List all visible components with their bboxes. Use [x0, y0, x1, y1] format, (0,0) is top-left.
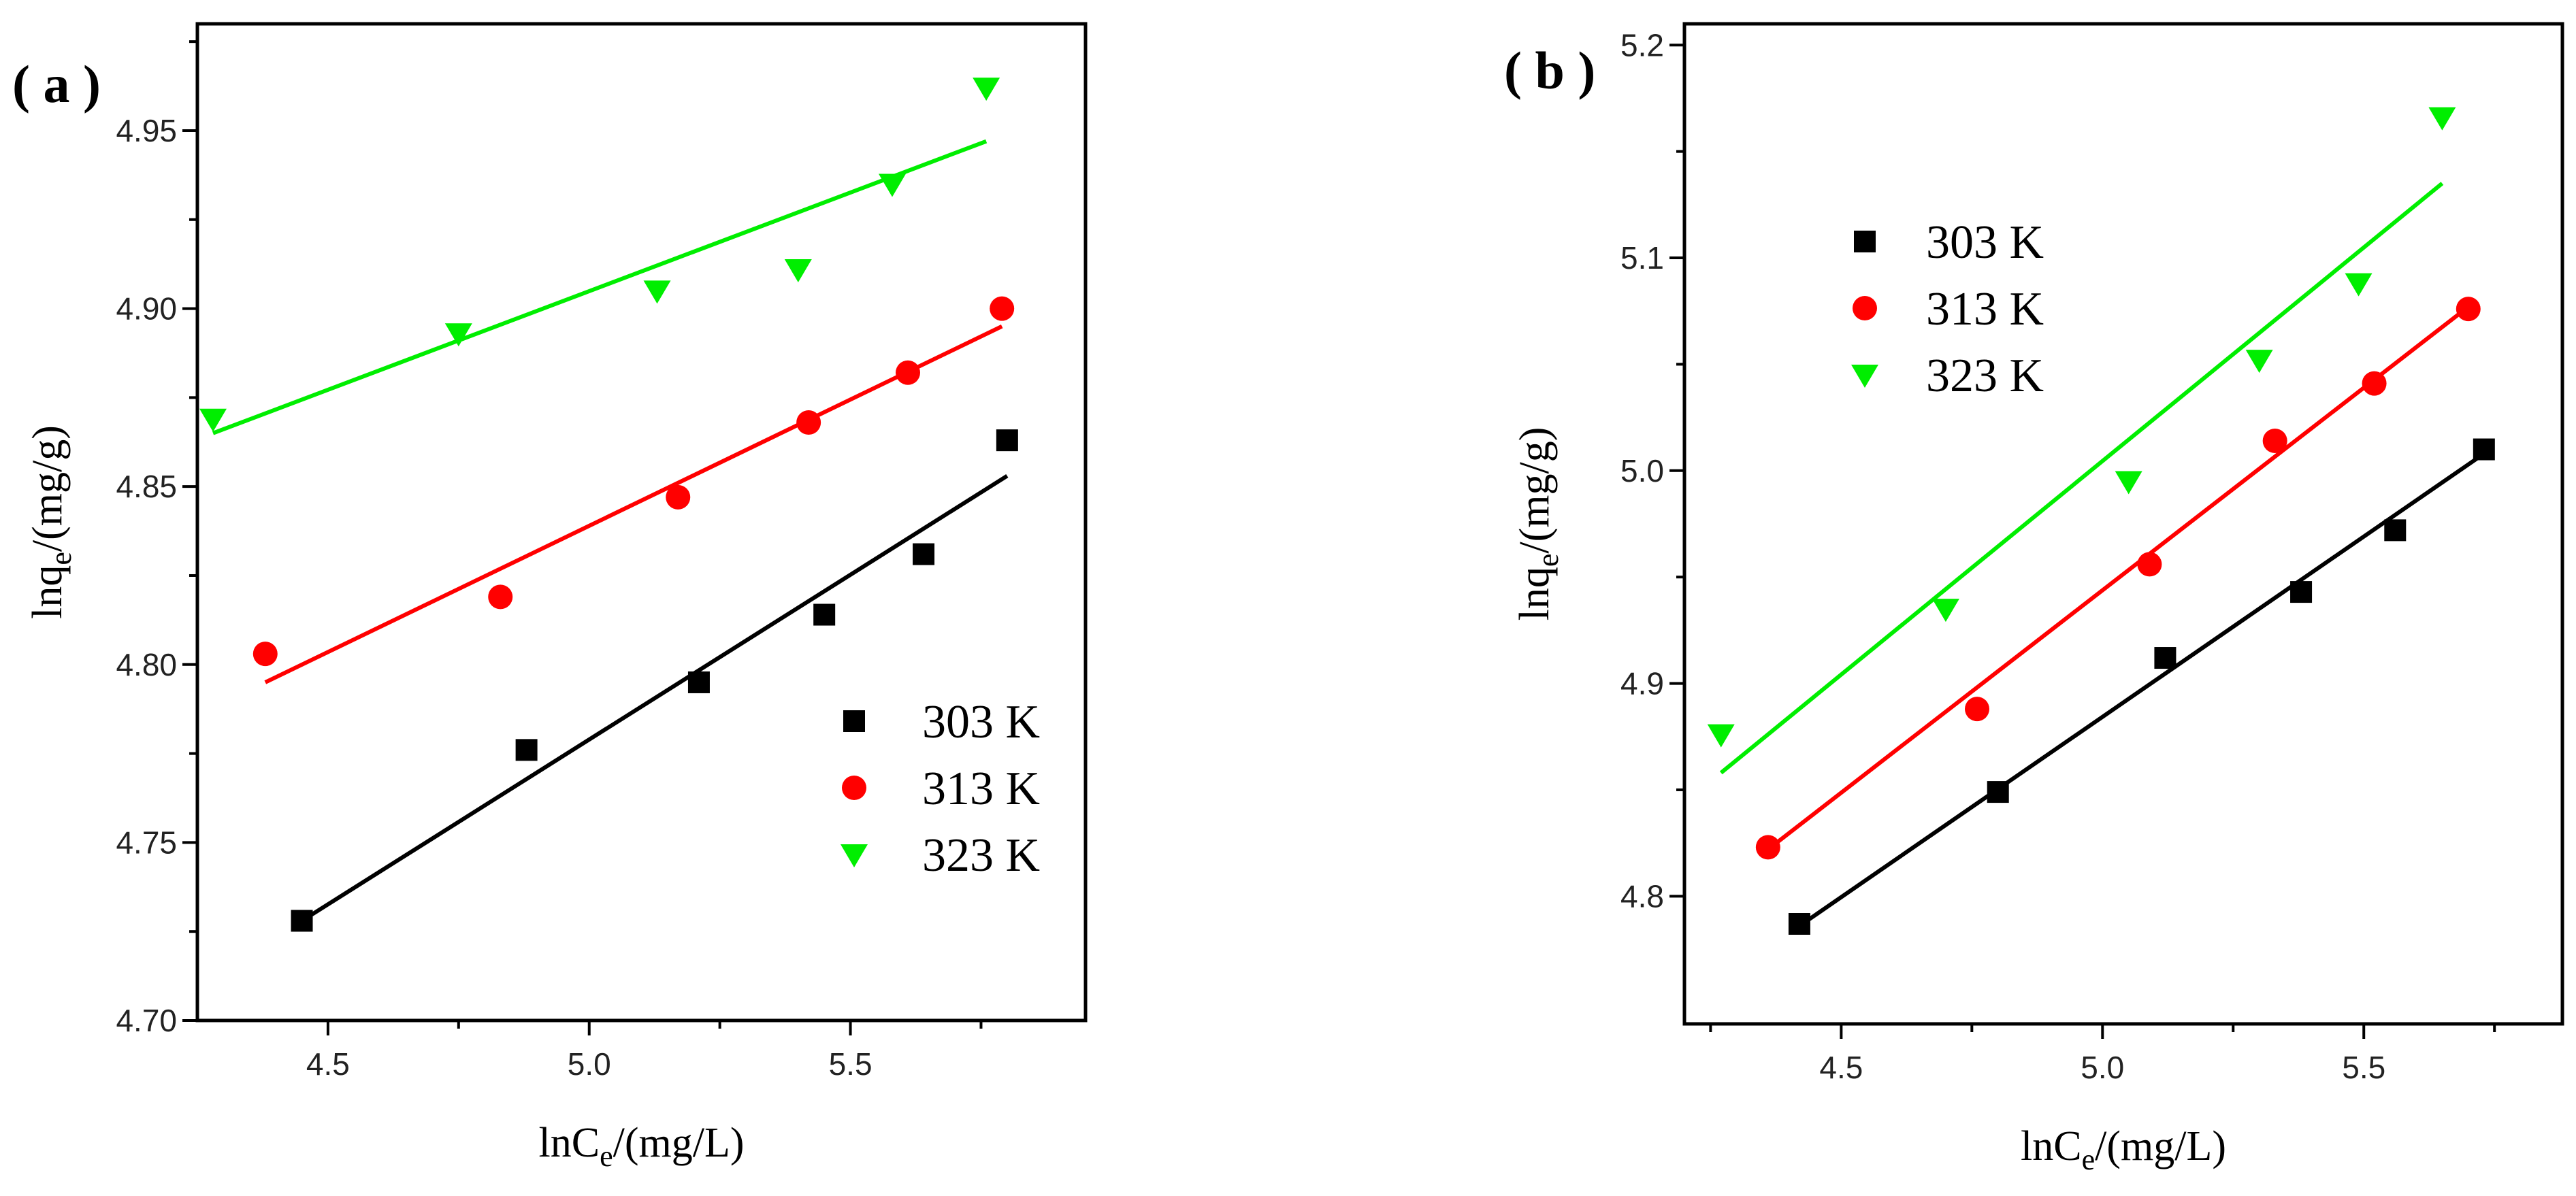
- fit-line-303k: [1798, 452, 2485, 928]
- x-tick-label: 4.5: [306, 1046, 350, 1082]
- x-tick-label: 5.0: [2081, 1050, 2124, 1085]
- legend-label: 313 K: [1926, 283, 2044, 335]
- data-point-313k: [1755, 835, 1780, 860]
- data-point-323k: [1707, 724, 1735, 748]
- plot-frame: [195, 22, 1088, 1023]
- data-point-323k: [878, 173, 906, 197]
- data-point-303k: [687, 671, 710, 693]
- data-point-303k: [515, 739, 538, 761]
- plot-frame: [1682, 22, 2564, 1026]
- fit-line-313k: [1767, 305, 2470, 851]
- data-point-303k: [996, 429, 1018, 452]
- y-tick-label: 4.90: [116, 291, 177, 327]
- x-tick-label: 5.0: [568, 1046, 611, 1082]
- legend-label: 313 K: [922, 763, 1040, 815]
- data-point-323k: [199, 408, 227, 432]
- data-point-303k: [2473, 438, 2495, 461]
- data-point-313k: [796, 410, 821, 435]
- y-tick-label: 4.70: [116, 1003, 177, 1038]
- data-point-313k: [252, 642, 278, 667]
- y-tick-label: 4.9: [1620, 666, 1664, 701]
- data-point-313k: [896, 360, 920, 385]
- y-tick-label: 4.85: [116, 469, 177, 504]
- data-point-323k: [2345, 273, 2373, 297]
- x-axis-label: lnCe/(mg/L): [539, 1120, 745, 1173]
- data-point-303k: [813, 603, 836, 626]
- data-point-313k: [488, 584, 513, 610]
- legend-label: 323 K: [922, 829, 1040, 882]
- y-tick-label: 4.8: [1620, 878, 1664, 914]
- data-point-323k: [2115, 471, 2142, 495]
- data-point-303k: [913, 543, 935, 565]
- data-point-303k: [2384, 519, 2407, 542]
- data-point-303k: [291, 910, 313, 932]
- legend-marker: [1853, 296, 1877, 320]
- data-point-313k: [2456, 297, 2481, 322]
- panel-b: 4.5 5.0 5.5 4.8 4.9 5.0 5.1 5.2 lnCe/(mg/L) lnqe/…: [1504, 22, 2564, 1176]
- y-tick-label: 4.80: [116, 647, 177, 682]
- fit-line-323k: [212, 139, 988, 435]
- data-point-323k: [1931, 599, 1959, 622]
- data-point-303k: [2290, 581, 2313, 603]
- data-point-303k: [1987, 781, 2009, 803]
- y-tick-label: 4.95: [116, 113, 177, 148]
- x-tick-label: 4.5: [1819, 1050, 1863, 1085]
- y-axis-label: lnqe/(mg/g): [25, 425, 78, 619]
- data-point-313k: [666, 484, 691, 510]
- legend-label: 303 K: [1926, 216, 2044, 269]
- y-tick-label: 5.1: [1620, 240, 1664, 276]
- data-point-313k: [2362, 371, 2387, 396]
- fit-line-313k: [264, 325, 1003, 684]
- data-point-313k: [990, 296, 1015, 321]
- legend-marker: [1851, 365, 1878, 388]
- panel-a: 4.5 5.0 5.5 4.70 4.75 4.80 4.85 4.90 4.95 lnCe/(m…: [12, 22, 1088, 1173]
- y-tick-label: 5.0: [1620, 453, 1664, 488]
- panel-label: ( a ): [12, 54, 101, 114]
- x-axis-label: lnCe/(mg/L): [2021, 1123, 2226, 1176]
- data-point-313k: [2262, 429, 2287, 454]
- panel-label: ( b ): [1504, 41, 1595, 100]
- x-tick-label: 5.5: [2342, 1050, 2385, 1085]
- data-point-323k: [784, 259, 812, 283]
- legend-marker: [843, 710, 865, 732]
- fit-line-323k: [1719, 182, 2444, 775]
- legend-marker: [842, 776, 866, 800]
- y-tick-label: 4.75: [116, 825, 177, 860]
- data-point-313k: [1965, 697, 1989, 722]
- legend-marker: [841, 844, 868, 867]
- data-point-323k: [444, 323, 472, 347]
- data-point-323k: [973, 78, 1000, 101]
- data-point-323k: [643, 280, 671, 304]
- data-point-323k: [2428, 107, 2456, 131]
- data-point-323k: [2245, 350, 2273, 373]
- data-point-303k: [2154, 647, 2176, 669]
- data-point-313k: [2137, 552, 2162, 577]
- y-tick-label: 5.2: [1620, 27, 1664, 63]
- legend-label: 303 K: [922, 696, 1040, 748]
- fit-line-303k: [300, 474, 1009, 923]
- legend-marker: [1854, 231, 1876, 252]
- y-axis-label: lnqe/(mg/g): [1512, 427, 1565, 621]
- data-point-303k: [1788, 913, 1810, 935]
- x-tick-label: 5.5: [829, 1046, 873, 1082]
- legend-label: 323 K: [1926, 350, 2044, 402]
